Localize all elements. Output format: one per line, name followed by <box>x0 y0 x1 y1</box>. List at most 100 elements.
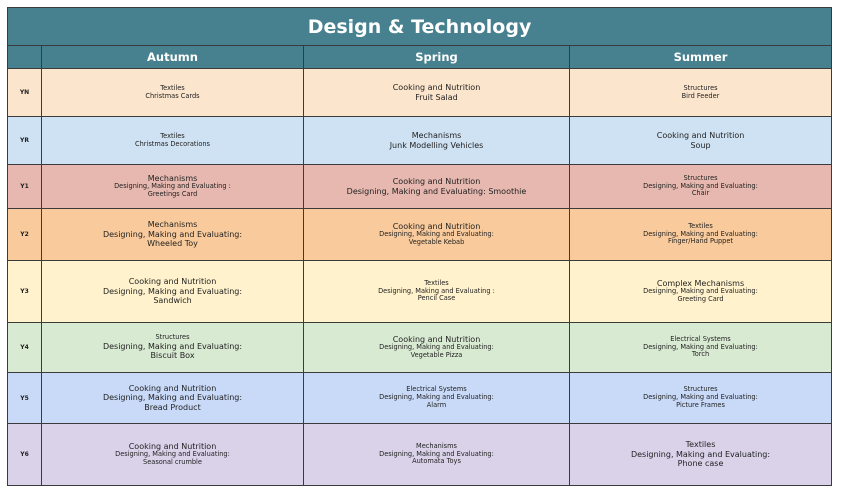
focus-text: Designing, Making and Evaluating: <box>102 341 243 351</box>
header-spring: Spring <box>303 45 570 69</box>
year-label: YN <box>7 68 42 117</box>
topic-text: Textiles <box>160 83 185 92</box>
topic-text: Structures <box>683 173 718 182</box>
header-autumn: Autumn <box>41 45 304 69</box>
project-text: Christmas Decorations <box>135 139 210 148</box>
curriculum-table: Design & Technology Autumn Spring Summer… <box>6 7 833 486</box>
row-y4: Y4 Structures Designing, Making and Eval… <box>7 322 833 373</box>
project-text: Vegetable Kebab <box>408 238 465 247</box>
year-label: Y5 <box>7 372 42 424</box>
cell-spring: Electrical Systems Designing, Making and… <box>303 372 570 424</box>
focus-text: Designing, Making and Evaluating: <box>379 343 494 352</box>
cell-autumn: Cooking and Nutrition Designing, Making … <box>41 423 304 486</box>
topic-text: Cooking and Nutrition <box>128 383 217 393</box>
header-corner <box>7 45 42 69</box>
topic-text: Structures <box>683 83 718 92</box>
cell-spring: Mechanisms Designing, Making and Evaluat… <box>303 423 570 486</box>
project-text: Bird Feeder <box>681 91 720 100</box>
cell-spring: Cooking and Nutrition Fruit Salad <box>303 68 570 117</box>
cell-summer: Textiles Designing, Making and Evaluatin… <box>568 423 833 486</box>
cell-summer: Structures Bird Feeder <box>568 68 833 117</box>
focus-text: Designing, Making and Evaluating: <box>643 287 758 296</box>
project-text: Vegetable Pizza <box>410 351 463 360</box>
focus-text: Designing, Making and Evaluating: <box>643 229 758 238</box>
project-text: Designing, Making and Evaluating: Smooth… <box>346 186 527 196</box>
focus-text: Designing, Making and Evaluating: <box>379 230 494 239</box>
row-y6: Y6 Cooking and Nutrition Designing, Maki… <box>7 423 833 486</box>
page-title: Design & Technology <box>6 7 833 46</box>
focus-text: Designing, Making and Evaluating: <box>643 181 758 190</box>
topic-text: Cooking and Nutrition <box>392 335 481 345</box>
row-yr: YR Textiles Christmas Decorations Mechan… <box>7 116 833 165</box>
topic-text: Mechanisms <box>411 131 462 141</box>
year-label: Y1 <box>7 164 42 209</box>
topic-text: Structures <box>155 333 190 342</box>
project-text: Seasonal crumble <box>143 458 202 467</box>
row-y1: Y1 Mechanisms Designing, Making and Eval… <box>7 164 833 209</box>
focus-text: Designing, Making and Evaluating: <box>102 393 243 403</box>
project-text: Christmas Cards <box>145 91 200 100</box>
cell-spring: Cooking and Nutrition Designing, Making … <box>303 322 570 373</box>
project-text: Greeting Card <box>677 295 724 304</box>
year-label: Y2 <box>7 208 42 261</box>
topic-text: Structures <box>683 385 718 394</box>
project-text: Automata Toys <box>412 457 461 466</box>
project-text: Picture Frames <box>676 400 725 409</box>
project-text: Phone case <box>677 459 724 469</box>
year-label: Y3 <box>7 260 42 323</box>
focus-text: Designing, Making and Evaluating: <box>379 393 494 402</box>
curriculum-table-container: Design & Technology Autumn Spring Summer… <box>6 7 833 486</box>
cell-autumn: Textiles Christmas Cards <box>41 68 304 117</box>
row-y5: Y5 Cooking and Nutrition Designing, Maki… <box>7 372 833 424</box>
focus-text: Designing, Making and Evaluating: <box>379 449 494 458</box>
row-y2: Y2 Mechanisms Designing, Making and Eval… <box>7 208 833 261</box>
focus-text: Designing, Making and Evaluating: <box>630 449 771 459</box>
year-label: YR <box>7 116 42 165</box>
topic-text: Cooking and Nutrition <box>392 177 481 187</box>
cell-autumn: Cooking and Nutrition Designing, Making … <box>41 260 304 323</box>
project-text: Fruit Salad <box>415 92 458 102</box>
cell-autumn: Mechanisms Designing, Making and Evaluat… <box>41 208 304 261</box>
topic-text: Cooking and Nutrition <box>392 222 481 232</box>
topic-text: Mechanisms <box>416 441 457 450</box>
topic-text: Textiles <box>160 131 185 140</box>
project-text: Torch <box>691 350 710 359</box>
project-text: Sandwich <box>153 296 192 306</box>
topic-text: Cooking and Nutrition <box>392 83 481 93</box>
focus-text: Designing, Making and Evaluating: <box>102 286 243 296</box>
topic-text: Cooking and Nutrition <box>128 277 217 287</box>
project-text: Finger/Hand Puppet <box>668 237 734 246</box>
topic-text: Electrical Systems <box>406 385 467 394</box>
cell-summer: Structures Designing, Making and Evaluat… <box>568 164 833 209</box>
header-row: Autumn Spring Summer <box>7 45 833 69</box>
topic-text: Cooking and Nutrition <box>656 131 745 141</box>
topic-text: Mechanisms <box>147 220 198 230</box>
focus-text: Designing, Making and Evaluating: <box>102 229 243 239</box>
topic-text: Textiles <box>688 221 713 230</box>
focus-text: Designing, Making and Evaluating: <box>643 393 758 402</box>
topic-text: Electrical Systems <box>670 334 731 343</box>
cell-summer: Cooking and Nutrition Soup <box>568 116 833 165</box>
project-text: Greetings Card <box>147 190 198 199</box>
year-label: Y4 <box>7 322 42 373</box>
cell-autumn: Cooking and Nutrition Designing, Making … <box>41 372 304 424</box>
cell-summer: Structures Designing, Making and Evaluat… <box>568 372 833 424</box>
project-text: Chair <box>691 189 710 198</box>
focus-text: Designing, Making and Evaluating : <box>114 182 231 191</box>
topic-text: Complex Mechanisms <box>656 279 745 289</box>
cell-autumn: Structures Designing, Making and Evaluat… <box>41 322 304 373</box>
cell-summer: Complex Mechanisms Designing, Making and… <box>568 260 833 323</box>
project-text: Biscuit Box <box>150 351 195 361</box>
cell-autumn: Mechanisms Designing, Making and Evaluat… <box>41 164 304 209</box>
topic-text: Cooking and Nutrition <box>128 442 217 452</box>
cell-summer: Electrical Systems Designing, Making and… <box>568 322 833 373</box>
project-text: Pencil Case <box>417 294 456 303</box>
project-text: Soup <box>690 140 711 150</box>
year-label: Y6 <box>7 423 42 486</box>
cell-spring: Cooking and Nutrition Designing, Making … <box>303 208 570 261</box>
cell-spring: Cooking and Nutrition Designing, Making … <box>303 164 570 209</box>
focus-text: Designing, Making and Evaluating : <box>378 286 495 295</box>
row-y3: Y3 Cooking and Nutrition Designing, Maki… <box>7 260 833 323</box>
cell-spring: Mechanisms Junk Modelling Vehicles <box>303 116 570 165</box>
project-text: Bread Product <box>144 402 201 412</box>
